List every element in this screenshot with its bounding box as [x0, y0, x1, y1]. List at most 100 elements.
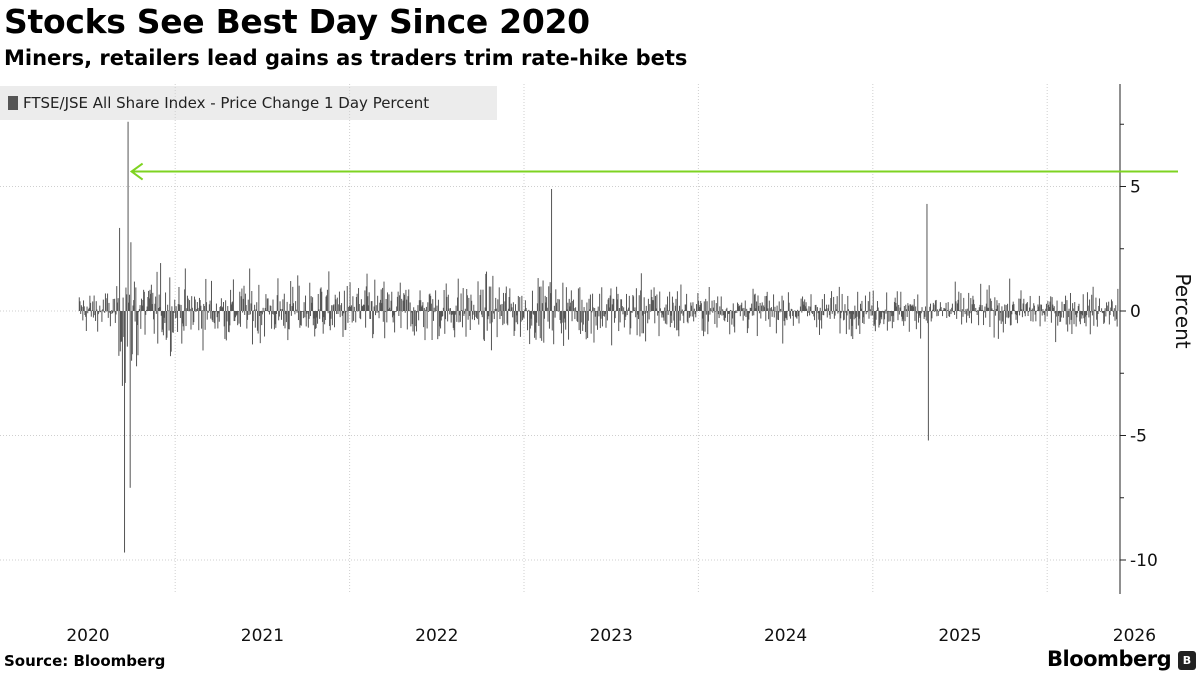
bar: [865, 311, 867, 315]
bar: [1032, 311, 1034, 322]
bar: [712, 307, 714, 311]
bar: [438, 311, 440, 337]
bar: [232, 279, 234, 311]
bar: [731, 311, 733, 325]
bar: [747, 311, 749, 329]
bar: [93, 295, 95, 311]
bar: [249, 268, 251, 311]
bar: [339, 311, 341, 318]
bar: [584, 311, 586, 333]
bar: [431, 311, 433, 341]
bar: [768, 311, 770, 320]
bar: [1044, 311, 1046, 322]
bar: [130, 242, 132, 311]
bar: [752, 288, 754, 311]
bar: [581, 299, 583, 311]
bar: [85, 311, 87, 331]
annotation-arrowhead: [129, 162, 144, 181]
bar: [811, 311, 813, 314]
bar: [773, 294, 775, 311]
bar: [343, 311, 345, 314]
bar: [1047, 301, 1049, 311]
bar: [365, 311, 367, 328]
bar: [144, 311, 146, 335]
bar: [965, 309, 967, 311]
bar: [463, 311, 465, 316]
bar: [1098, 298, 1100, 311]
bar: [490, 311, 492, 351]
bar: [505, 286, 507, 311]
bar: [758, 305, 760, 311]
bar: [252, 311, 254, 322]
bar: [225, 300, 227, 311]
bar: [1110, 307, 1112, 311]
bar: [782, 300, 784, 311]
bar: [1019, 311, 1021, 316]
bar: [882, 311, 884, 313]
bar: [251, 291, 253, 311]
bar: [1037, 304, 1039, 311]
bar: [625, 293, 627, 311]
bar: [154, 303, 156, 311]
bar: [449, 308, 451, 311]
bar: [866, 311, 868, 313]
bar: [768, 300, 770, 311]
bar: [370, 311, 372, 319]
bar: [117, 298, 119, 311]
bar: [1060, 311, 1062, 322]
bar: [417, 305, 419, 311]
bar: [1030, 311, 1032, 322]
bar: [324, 311, 326, 321]
bar: [615, 310, 617, 312]
bar: [242, 298, 244, 311]
bar: [161, 311, 163, 333]
bar: [1072, 303, 1074, 311]
bar: [587, 311, 589, 321]
bar: [239, 311, 241, 327]
bar: [484, 307, 486, 311]
bar: [185, 311, 187, 327]
bar: [256, 302, 258, 311]
bar: [727, 311, 729, 322]
bar: [133, 281, 135, 311]
bar: [215, 303, 217, 311]
bar: [220, 298, 222, 311]
bar: [764, 296, 766, 311]
bar: [558, 299, 560, 311]
bar: [1009, 278, 1011, 311]
bar: [875, 311, 877, 320]
bar: [1002, 311, 1004, 322]
bar: [806, 311, 808, 317]
bar: [695, 311, 697, 318]
bar: [984, 306, 986, 311]
bar: [349, 282, 351, 311]
bar: [954, 281, 956, 311]
bar: [582, 311, 584, 325]
bar: [122, 297, 124, 311]
bar: [896, 291, 898, 311]
bar: [642, 311, 644, 316]
bar: [106, 311, 108, 312]
bar: [126, 311, 128, 347]
bar: [728, 311, 730, 314]
bar: [563, 311, 565, 346]
bar: [772, 309, 774, 311]
bar: [367, 296, 369, 311]
bar: [507, 308, 509, 311]
bar: [326, 289, 328, 311]
bar: [377, 295, 379, 311]
bar: [1095, 297, 1097, 311]
bar: [447, 311, 449, 322]
bar: [588, 298, 590, 311]
bar: [1053, 307, 1055, 311]
bar: [935, 299, 937, 311]
bar: [174, 299, 176, 311]
bar: [933, 304, 935, 311]
bar: [1117, 288, 1119, 311]
bar: [120, 311, 122, 342]
bar: [465, 311, 467, 337]
bar: [551, 188, 553, 311]
bar: [566, 309, 568, 311]
bar: [942, 310, 944, 311]
bar: [522, 311, 524, 318]
